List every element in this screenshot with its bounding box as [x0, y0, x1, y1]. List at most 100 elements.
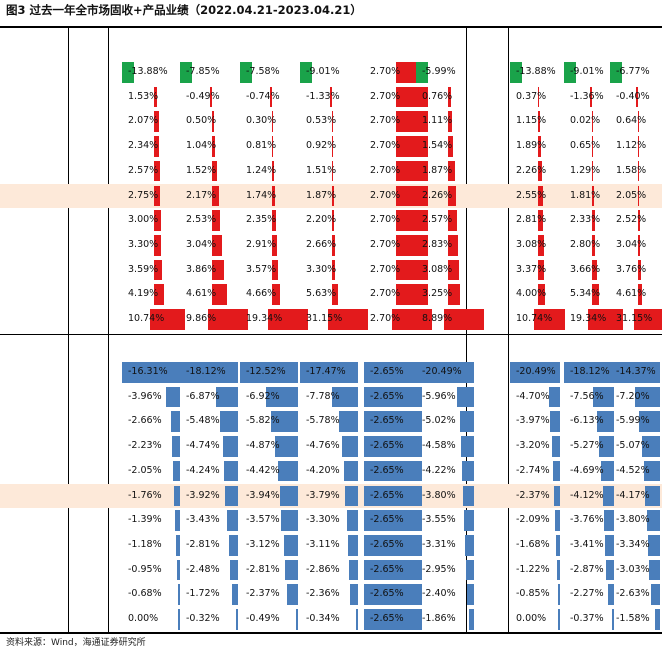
bottom-value-cell: -2.65% [370, 464, 404, 476]
value-bar [230, 559, 238, 581]
top-value-cell: 2.26% [516, 164, 547, 176]
top-value-cell: 2.34% [128, 140, 159, 152]
top-value-cell: 2.07% [128, 115, 159, 127]
bottom-value-cell: -4.70% [516, 390, 550, 402]
bottom-value-cell: -6.13% [570, 415, 604, 427]
bottom-row-label [2, 533, 68, 557]
bottom-value-cell: -1.72% [186, 588, 220, 600]
value-bar [350, 584, 358, 605]
value-bar [468, 609, 474, 630]
top-value-cell: 3.86% [186, 263, 217, 275]
bottom-value-cell: -1.76% [128, 489, 162, 501]
value-bar [236, 609, 238, 630]
value-bar [587, 309, 623, 330]
top-value-cell: -7.85% [186, 66, 220, 77]
value-bar [122, 62, 134, 83]
top-value-cell: 1.89% [516, 140, 547, 152]
top-value-cell: -7.58% [246, 66, 280, 77]
top-value-cell: 3.08% [422, 263, 453, 275]
bottom-value-cell: -0.37% [570, 613, 604, 624]
top-value-cell: 3.57% [246, 263, 277, 275]
top-value-cell: 3.25% [422, 288, 453, 300]
value-bar [548, 386, 560, 408]
value-bar [300, 362, 358, 383]
value-bar [564, 62, 576, 83]
bottom-row-label [2, 409, 68, 433]
value-bar [176, 559, 180, 581]
value-bar [447, 111, 452, 133]
value-bar [225, 485, 238, 507]
bottom-value-cell: -1.39% [128, 514, 162, 526]
value-bar [271, 136, 274, 157]
value-bar [364, 386, 422, 408]
bottom-value-cell: -2.65% [370, 415, 404, 427]
value-bar [240, 62, 252, 83]
top-value-cell: -0.74% [246, 90, 280, 102]
value-bar [220, 411, 238, 433]
bottom-value-cell: -2.65% [370, 390, 404, 402]
top-value-cell: 4.61% [616, 288, 647, 300]
bottom-value-cell: -0.34% [306, 613, 340, 624]
top-value-cell: 2.70% [370, 263, 401, 275]
value-bar [447, 210, 458, 231]
group-divider [108, 26, 109, 632]
source-note: 资料来源：Wind，海通证券研究所 [6, 638, 146, 648]
value-bar [395, 284, 428, 305]
bottom-value-cell: -2.81% [246, 563, 280, 575]
value-bar [331, 160, 334, 182]
bottom-value-cell: -2.66% [128, 415, 162, 427]
value-bar [633, 309, 662, 330]
top-row-label [2, 282, 68, 306]
value-bar [327, 309, 369, 330]
top-value-cell: 4.19% [128, 288, 159, 300]
top-value-cell: 19.34% [570, 313, 607, 324]
top-value-cell: 1.87% [306, 189, 337, 201]
value-bar [637, 234, 641, 256]
top-value-cell: 1.04% [186, 140, 217, 152]
value-bar [172, 436, 180, 457]
value-bar [654, 609, 660, 630]
top-value-cell: 0.37% [516, 90, 547, 102]
bottom-value-cell: -12.52% [246, 366, 286, 377]
top-value-cell: 1.12% [616, 140, 647, 152]
top-value-cell: -1.33% [306, 90, 340, 102]
value-bar [232, 584, 238, 605]
value-bar [447, 185, 456, 207]
value-bar [447, 234, 459, 256]
value-bar [345, 485, 358, 507]
top-value-cell: 4.00% [516, 288, 547, 300]
value-bar [175, 510, 180, 531]
bottom-value-cell: -2.09% [516, 514, 550, 526]
top-value-cell: 2.75% [128, 189, 159, 201]
value-bar [284, 559, 298, 581]
bottom-value-cell: -3.94% [246, 489, 280, 501]
bottom-value-cell: -14.37% [616, 366, 656, 377]
value-bar [175, 534, 180, 556]
top-value-cell: 1.58% [616, 164, 647, 176]
value-bar [645, 485, 660, 507]
bottom-value-cell: -4.52% [616, 464, 650, 476]
value-bar [591, 210, 595, 231]
top-value-cell: 2.70% [370, 189, 401, 201]
bottom-value-cell: -2.37% [246, 588, 280, 600]
bottom-value-cell: -2.05% [128, 464, 162, 476]
top-value-cell: -1.36% [570, 90, 604, 102]
bottom-value-cell: -4.24% [186, 464, 220, 476]
top-value-cell: 0.64% [616, 115, 647, 127]
bottom-row-label [2, 582, 68, 606]
value-bar [271, 259, 278, 281]
value-bar [211, 259, 225, 281]
value-bar [331, 284, 338, 305]
value-bar [510, 62, 522, 83]
value-bar [227, 510, 238, 531]
top-value-cell: 3.76% [616, 263, 647, 275]
value-bar [153, 185, 161, 207]
value-bar [153, 160, 160, 182]
bottom-value-cell: 0.00% [516, 613, 547, 624]
value-bar [554, 485, 560, 507]
top-row-label [2, 184, 68, 208]
bottom-value-cell: -2.40% [422, 588, 456, 600]
top-value-cell: 2.57% [128, 164, 159, 176]
value-bar [283, 534, 298, 556]
bottom-value-cell: -5.02% [422, 415, 456, 427]
